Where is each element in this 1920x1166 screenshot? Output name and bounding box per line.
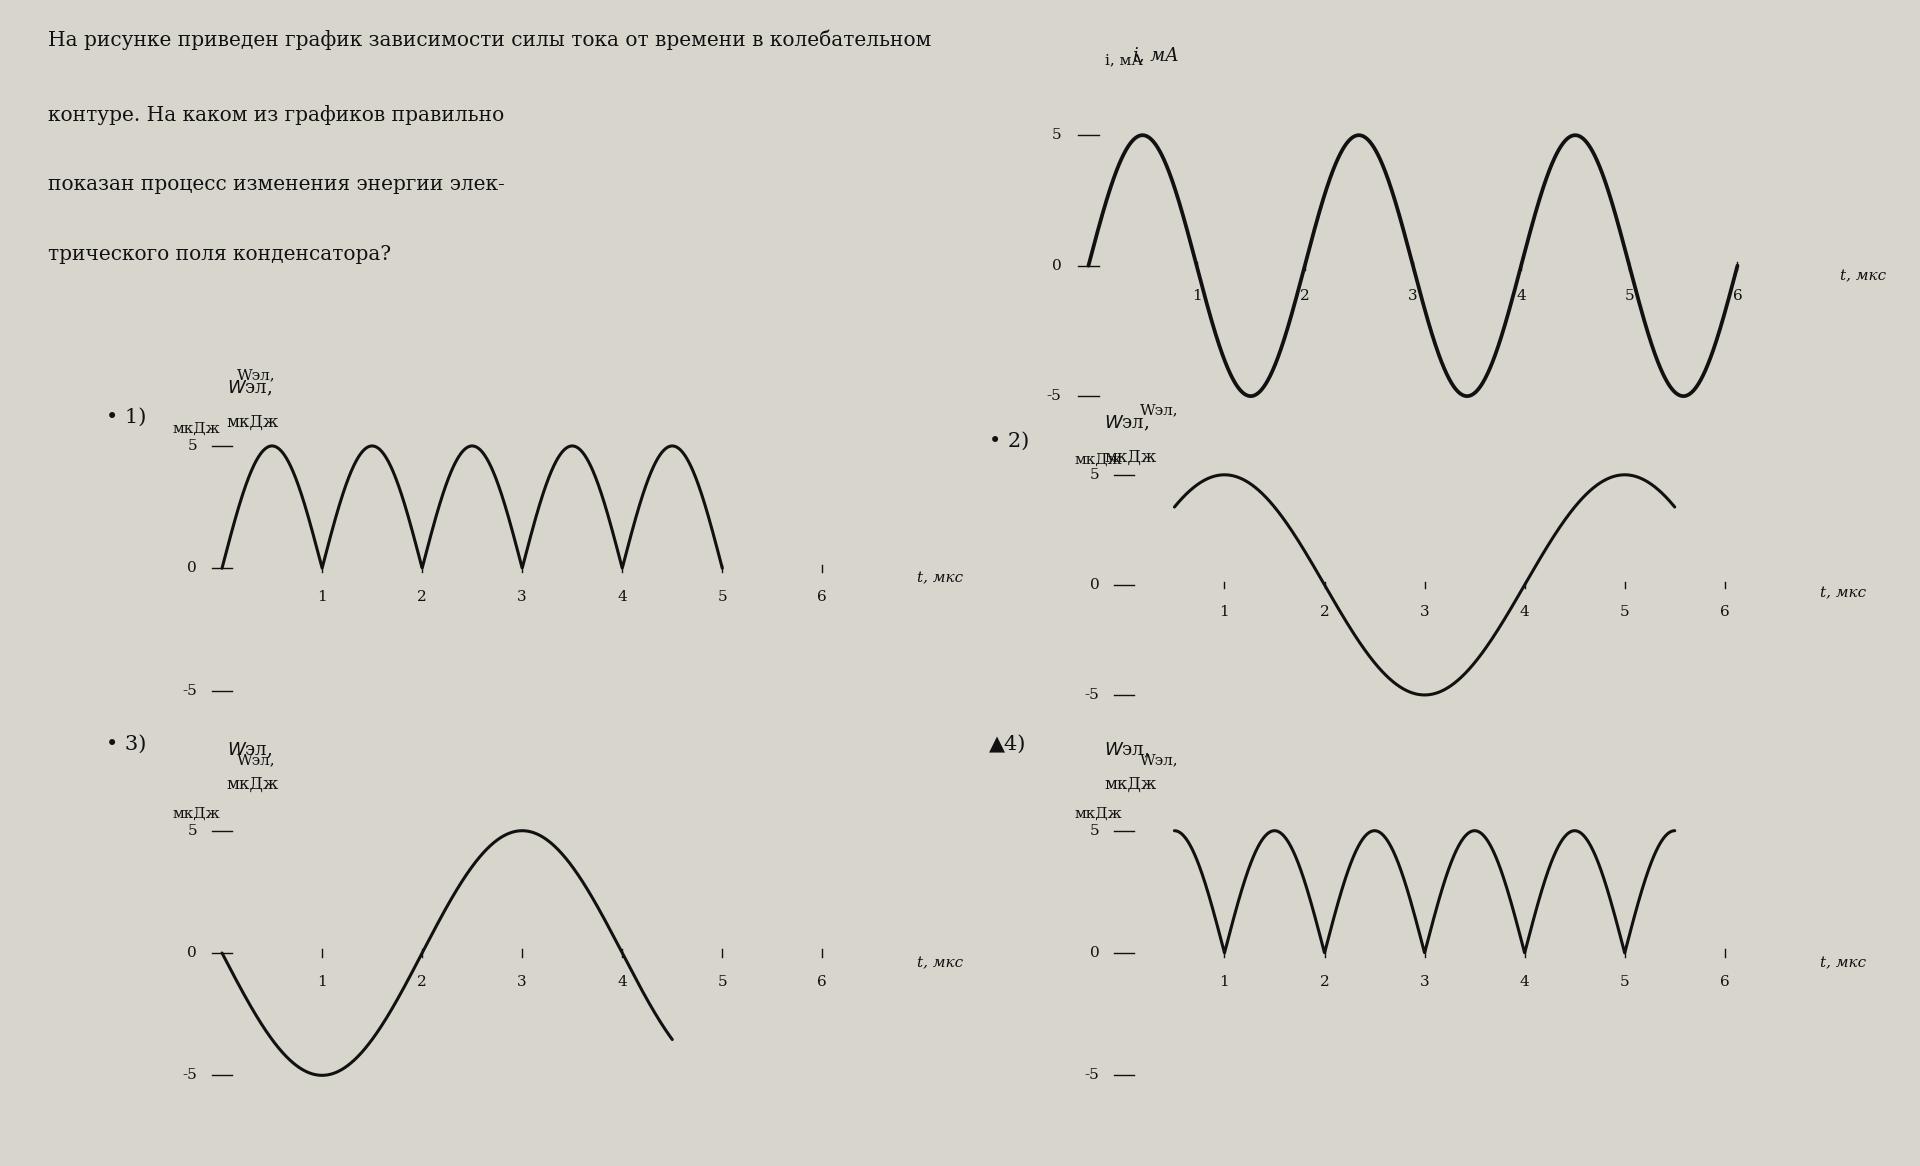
Text: 3: 3: [1407, 289, 1417, 303]
Text: 1: 1: [317, 975, 326, 989]
Text: t, мкс: t, мкс: [918, 571, 964, 585]
Text: 6: 6: [818, 590, 828, 604]
Text: 6: 6: [1720, 605, 1730, 619]
Text: мкДж: мкДж: [173, 421, 219, 435]
Text: 4: 4: [1521, 975, 1530, 989]
Text: 3: 3: [1419, 975, 1428, 989]
Text: мкДж: мкДж: [1075, 806, 1121, 820]
Text: мкДж: мкДж: [227, 414, 278, 431]
Text: $W$эл,: $W$эл,: [227, 379, 273, 399]
Text: 6: 6: [1720, 975, 1730, 989]
Text: 1: 1: [1192, 289, 1202, 303]
Text: • 3): • 3): [106, 735, 146, 753]
Text: 2: 2: [417, 975, 426, 989]
Text: 0: 0: [188, 946, 198, 960]
Text: мкДж: мкДж: [1104, 449, 1156, 466]
Text: трического поля конденсатора?: трического поля конденсатора?: [48, 245, 392, 264]
Text: 0: 0: [1091, 578, 1100, 592]
Text: 5: 5: [1620, 605, 1630, 619]
Text: 5: 5: [188, 823, 198, 837]
Text: 5: 5: [1052, 128, 1062, 142]
Text: мкДж: мкДж: [173, 806, 219, 820]
Text: 0: 0: [188, 561, 198, 575]
Text: t, мкс: t, мкс: [1820, 956, 1866, 970]
Text: 4: 4: [618, 590, 628, 604]
Text: Wэл,: Wэл,: [236, 753, 276, 767]
Text: 6: 6: [1732, 289, 1741, 303]
Text: -5: -5: [1085, 1068, 1100, 1082]
Text: 5: 5: [718, 590, 728, 604]
Text: • 1): • 1): [106, 408, 146, 427]
Text: Wэл,: Wэл,: [1139, 403, 1179, 417]
Text: 1: 1: [1219, 975, 1229, 989]
Text: 5: 5: [1624, 289, 1634, 303]
Text: 4: 4: [1517, 289, 1526, 303]
Text: 5: 5: [1620, 975, 1630, 989]
Text: 3: 3: [1419, 605, 1428, 619]
Text: 6: 6: [818, 975, 828, 989]
Text: -5: -5: [182, 1068, 198, 1082]
Text: $W$эл,: $W$эл,: [227, 740, 273, 760]
Text: 5: 5: [188, 438, 198, 452]
Text: показан процесс изменения энергии элек-: показан процесс изменения энергии элек-: [48, 175, 505, 194]
Text: -5: -5: [1046, 389, 1062, 403]
Text: контуре. На каком из графиков правильно: контуре. На каком из графиков правильно: [48, 105, 505, 125]
Text: i, мА: i, мА: [1133, 47, 1179, 64]
Text: -5: -5: [182, 683, 198, 697]
Text: 1: 1: [317, 590, 326, 604]
Text: i, мА: i, мА: [1104, 54, 1142, 68]
Text: t, мкс: t, мкс: [1820, 586, 1866, 600]
Text: На рисунке приведен график зависимости силы тока от времени в колебательном: На рисунке приведен график зависимости с…: [48, 29, 931, 50]
Text: 5: 5: [718, 975, 728, 989]
Text: 0: 0: [1091, 946, 1100, 960]
Text: -5: -5: [1085, 688, 1100, 702]
Text: Wэл,: Wэл,: [236, 368, 276, 382]
Text: 5: 5: [1091, 823, 1100, 837]
Text: 2: 2: [417, 590, 426, 604]
Text: $W$эл,: $W$эл,: [1104, 414, 1150, 434]
Text: мкДж: мкДж: [1104, 775, 1156, 793]
Text: • 2): • 2): [989, 431, 1029, 450]
Text: 3: 3: [516, 590, 526, 604]
Text: 4: 4: [1521, 605, 1530, 619]
Text: 2: 2: [1300, 289, 1309, 303]
Text: 0: 0: [1052, 259, 1062, 273]
Text: мкДж: мкДж: [1075, 452, 1121, 466]
Text: 3: 3: [516, 975, 526, 989]
Text: 2: 2: [1319, 975, 1329, 989]
Text: 4: 4: [618, 975, 628, 989]
Text: ▲4): ▲4): [989, 735, 1025, 753]
Text: t, мкс: t, мкс: [918, 956, 964, 970]
Text: Wэл,: Wэл,: [1139, 753, 1179, 767]
Text: $W$эл,: $W$эл,: [1104, 740, 1150, 760]
Text: 5: 5: [1091, 468, 1100, 482]
Text: 2: 2: [1319, 605, 1329, 619]
Text: мкДж: мкДж: [227, 775, 278, 793]
Text: 1: 1: [1219, 605, 1229, 619]
Text: t, мкс: t, мкс: [1839, 269, 1885, 283]
